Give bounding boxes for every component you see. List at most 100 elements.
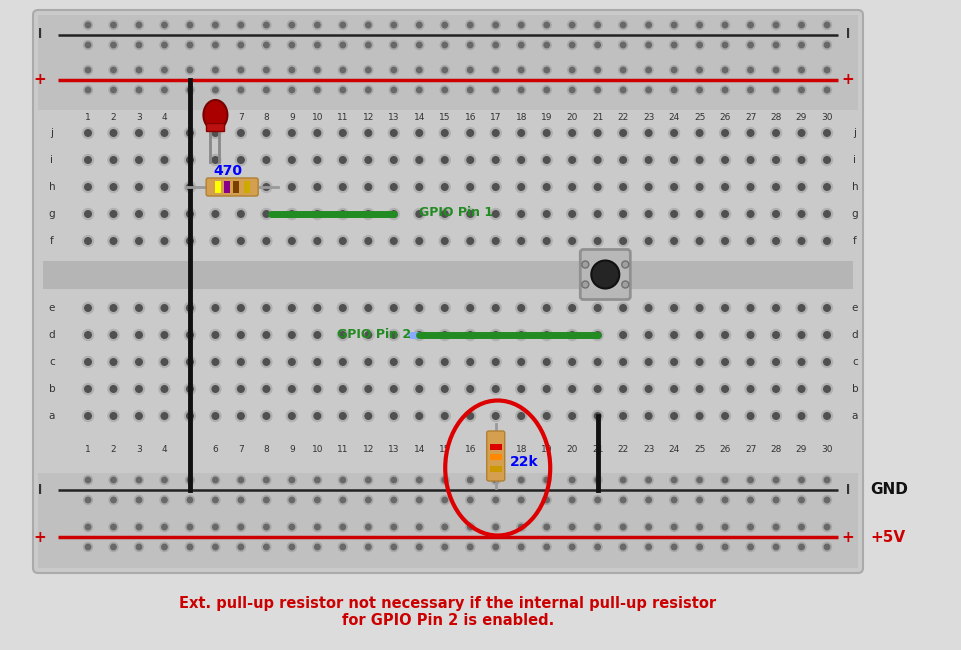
Circle shape [592,384,603,395]
Text: 23: 23 [642,445,653,454]
Circle shape [390,413,397,419]
Circle shape [747,211,753,217]
Circle shape [111,184,116,190]
Circle shape [311,330,323,341]
Circle shape [389,543,398,551]
Circle shape [135,86,143,94]
Circle shape [696,68,702,73]
Circle shape [517,332,524,338]
Circle shape [363,66,373,75]
Circle shape [111,477,116,483]
Circle shape [594,42,600,47]
Circle shape [541,411,552,421]
Circle shape [643,181,653,192]
Circle shape [645,385,652,393]
Circle shape [517,130,524,136]
Circle shape [719,235,729,246]
Circle shape [415,332,422,338]
Circle shape [83,155,93,166]
Circle shape [161,87,167,93]
Circle shape [568,184,575,190]
Circle shape [261,523,271,532]
Circle shape [440,543,449,551]
Circle shape [236,523,245,532]
Circle shape [695,495,703,504]
FancyBboxPatch shape [33,10,862,573]
Circle shape [773,525,777,530]
Circle shape [592,302,603,313]
Circle shape [83,330,93,341]
Text: j: j [852,128,855,138]
Circle shape [237,130,244,136]
Circle shape [111,68,116,73]
Circle shape [771,523,779,532]
Text: 2: 2 [111,445,116,454]
Circle shape [773,22,777,28]
Bar [244,181,250,193]
Circle shape [466,157,473,163]
Text: Ext. pull-up resistor not necessary if the internal pull-up resistor
for GPIO Pi: Ext. pull-up resistor not necessary if t… [180,596,716,629]
Text: 7: 7 [237,445,243,454]
Circle shape [311,356,323,367]
Circle shape [696,385,702,393]
Circle shape [187,22,192,28]
Circle shape [136,525,141,530]
Circle shape [568,413,575,419]
Circle shape [618,21,627,29]
Circle shape [260,330,272,341]
Circle shape [619,184,626,190]
Circle shape [747,22,752,28]
Circle shape [210,86,220,94]
Circle shape [85,157,91,163]
Circle shape [111,42,116,47]
Circle shape [515,209,527,220]
Circle shape [211,359,218,365]
Circle shape [339,238,346,244]
Circle shape [108,384,119,395]
Circle shape [797,86,805,94]
Circle shape [619,359,626,365]
Circle shape [617,209,628,220]
Circle shape [212,544,218,550]
Circle shape [237,184,244,190]
Circle shape [161,211,167,217]
Circle shape [413,302,425,313]
Circle shape [671,544,677,550]
Circle shape [441,359,448,365]
Circle shape [619,238,626,244]
Circle shape [620,525,626,530]
Circle shape [260,384,272,395]
Circle shape [621,281,628,288]
Text: 15: 15 [438,445,450,454]
Circle shape [441,157,448,163]
Circle shape [440,21,449,29]
Circle shape [187,525,192,530]
Circle shape [236,66,245,75]
Circle shape [492,305,499,311]
Circle shape [492,332,499,338]
Circle shape [747,184,753,190]
Circle shape [185,155,195,166]
Circle shape [338,86,347,94]
Circle shape [542,476,551,484]
Circle shape [594,385,601,393]
Circle shape [821,209,831,220]
Circle shape [465,66,474,75]
Circle shape [235,356,246,367]
Text: +: + [34,73,46,88]
Circle shape [413,155,425,166]
Circle shape [822,476,830,484]
Circle shape [516,21,525,29]
Circle shape [136,305,142,311]
Circle shape [670,211,677,217]
Circle shape [260,356,272,367]
Circle shape [364,413,371,419]
Circle shape [568,359,575,365]
Circle shape [618,66,627,75]
Circle shape [822,523,830,532]
Circle shape [770,209,780,220]
Circle shape [696,544,702,550]
Circle shape [440,523,449,532]
Circle shape [109,21,118,29]
Circle shape [260,411,272,421]
